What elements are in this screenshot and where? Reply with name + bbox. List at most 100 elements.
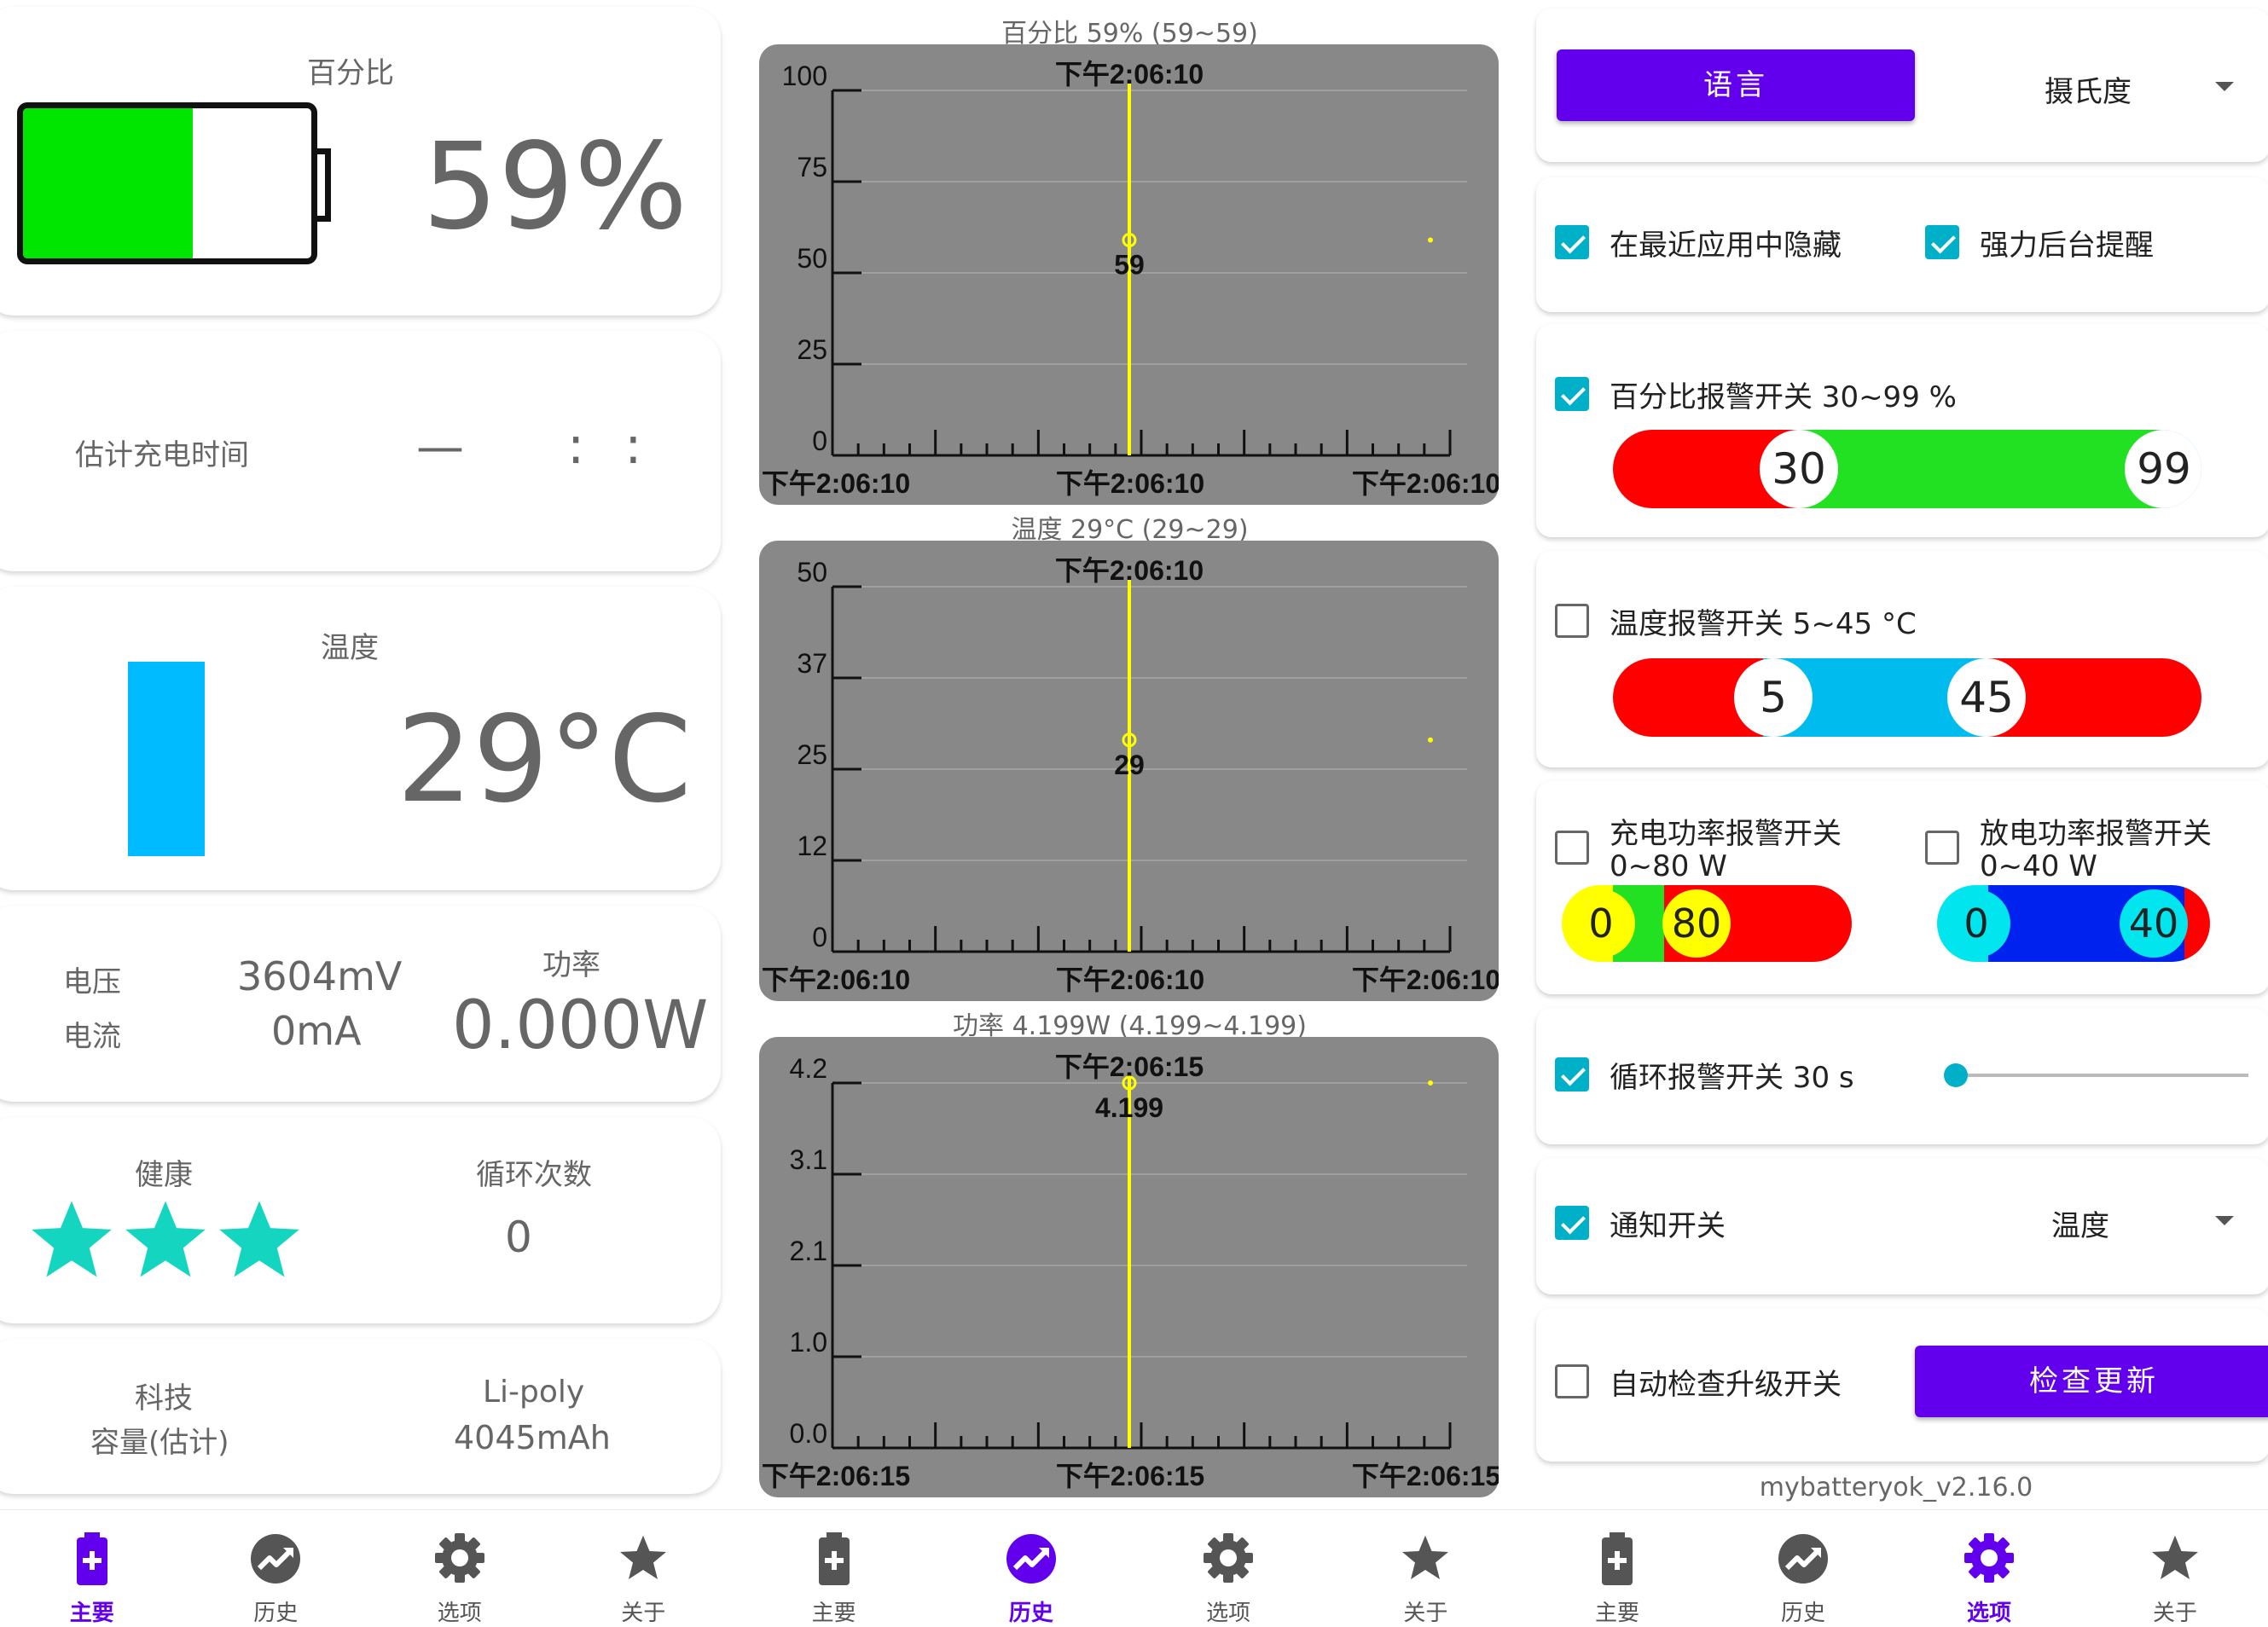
nav-label: 选项 [1966,1601,2011,1626]
tech-value: Li-poly [483,1375,585,1410]
nav-label: 关于 [621,1601,666,1626]
temp-max-handle[interactable]: 45 [1947,658,2026,737]
loop-slider-handle[interactable] [1944,1063,1968,1087]
voltage-value: 3604mV [237,953,403,999]
y-tick-label: 25 [797,334,827,365]
y-tick-label: 75 [797,152,827,182]
nav-label: 主要 [69,1601,114,1626]
loop-alarm-checkbox[interactable] [1555,1057,1589,1091]
x-tick-label: 下午2:06:10 [762,964,910,995]
charge-min-handle[interactable]: 0 [1567,889,1635,958]
language-button[interactable]: 语言 [1557,49,1915,121]
y-tick-label: 37 [797,648,827,679]
y-tick-label: 0 [812,426,827,456]
settings-screen: 语言 摄氏度 在最近应用中隐藏 强力后台提醒 百分比报警开关 30~99 % 3… [1524,0,2268,1626]
notify-label: 通知开关 [1610,1209,1726,1243]
temp-range-slider[interactable]: 5 45 [1613,658,2201,737]
percent-alarm-checkbox[interactable] [1555,377,1589,411]
history-chart[interactable]: 4.2 3.1 2.1 1.0 0.0 下午2:06:15 下午2:06:15 下午2:06:… [759,1037,1499,1497]
loop-alarm-label: 循环报警开关 30 s [1610,1061,1854,1095]
temp-alarm-checkbox[interactable] [1555,604,1589,638]
charge-range-slider[interactable]: 0 80 [1562,885,1852,962]
nav-label: 历史 [253,1601,299,1626]
y-tick-label: 1.0 [790,1327,827,1358]
data-value-label: 4.199 [1095,1092,1163,1123]
temp-min-handle[interactable]: 5 [1734,658,1813,737]
history-screen: 百分比 59% (59~59) 100 75 50 25 0 下午2:06:10 下午2:06… [735,0,1524,1626]
eta-time: : : [567,416,654,476]
nav-item-star[interactable]: 关于 [552,1510,736,1626]
percent-value: 59% [422,118,688,257]
data-point [1122,1075,1137,1091]
health-star-icon [121,1196,210,1288]
power-label: 功率 [542,948,600,982]
voltage-label: 电压 [63,965,121,999]
history-chart[interactable]: 100 75 50 25 0 下午2:06:10 下午2:06:10 下午2:06:10 下午2… [759,44,1499,505]
auto-update-checkbox[interactable] [1555,1364,1589,1398]
nav-item-star[interactable]: 关于 [1327,1510,1524,1626]
charge-power-checkbox[interactable] [1555,831,1589,865]
eta-hours: — [416,420,464,475]
hide-recent-checkbox[interactable] [1555,225,1589,259]
y-tick-label: 12 [797,831,827,861]
nav-item-history-chart[interactable]: 历史 [184,1510,368,1626]
health-card: 健康 循环次数 0 [0,1117,721,1323]
language-card: 语言 摄氏度 [1536,9,2268,162]
x-tick-label: 下午2:06:15 [1352,1461,1499,1491]
notify-card: 通知开关 温度 [1536,1158,2268,1294]
percent-max-handle[interactable]: 99 [2125,430,2201,508]
nav-item-battery[interactable]: 主要 [0,1510,184,1626]
discharge-power-checkbox[interactable] [1925,831,1959,865]
temp-alarm-card: 温度报警开关 5~45 °C 5 45 [1536,551,2268,767]
tech-card: 科技 容量(估计) Li-poly 4045mAh [0,1339,721,1494]
health-star-icon [215,1196,304,1288]
y-tick-label: 0 [812,922,827,952]
electric-card: 电压 电流 3604mV 0mA 功率 0.000W [0,906,721,1102]
discharge-max-handle[interactable]: 40 [2120,889,2188,958]
y-tick-label: 0.0 [790,1418,827,1449]
loop-slider-track[interactable] [1944,1063,2248,1087]
data-point [1122,232,1137,247]
y-tick-label: 4.2 [790,1053,827,1084]
temp-bar [128,662,205,856]
nav-item-gear[interactable]: 选项 [1130,1510,1327,1626]
nav-item-battery[interactable]: 主要 [735,1510,932,1626]
notify-type-select[interactable]: 温度 [1963,1192,2244,1264]
notify-type-value: 温度 [2051,1209,2109,1243]
y-tick-label: 100 [782,61,827,91]
percent-min-handle[interactable]: 30 [1760,430,1838,508]
percent-alarm-card: 百分比报警开关 30~99 % 30 99 [1536,324,2268,537]
notify-checkbox[interactable] [1555,1206,1589,1240]
temp-unit-select[interactable]: 摄氏度 [1963,49,2244,121]
y-tick-label: 50 [797,557,827,588]
cycles-label: 循环次数 [476,1158,592,1192]
eta-label: 估计充电时间 [75,438,249,472]
nav-item-history-chart[interactable]: 历史 [932,1510,1129,1626]
discharge-min-handle[interactable]: 0 [1942,889,2010,958]
nav-item-star[interactable]: 关于 [2082,1510,2268,1626]
percent-alarm-label: 百分比报警开关 30~99 % [1610,380,1957,414]
auto-update-label: 自动检查升级开关 [1610,1368,1842,1402]
discharge-range-slider[interactable]: 0 40 [1937,885,2210,962]
nav-item-battery[interactable]: 主要 [1524,1510,1710,1626]
force-bg-checkbox[interactable] [1925,225,1959,259]
bottom-nav: 主要 历史 选项 关于 [1524,1509,2268,1626]
data-point [1122,732,1137,748]
history-chart[interactable]: 50 37 25 12 0 下午2:06:10 下午2:06:10 下午2:06:10 下午2:… [759,541,1499,1001]
nav-item-gear[interactable]: 选项 [368,1510,552,1626]
check-update-button[interactable]: 检查更新 [1915,1346,2268,1417]
charge-max-handle[interactable]: 80 [1662,889,1731,958]
current-label: 电流 [63,1020,121,1054]
power-value: 0.000W [452,987,709,1064]
y-tick-label: 50 [797,243,827,274]
x-tick-label: 下午2:06:10 [762,468,910,499]
y-tick-label: 3.1 [790,1144,827,1175]
nav-item-gear[interactable]: 选项 [1896,1510,2082,1626]
data-point-end [1428,737,1433,743]
percent-range-slider[interactable]: 30 99 [1613,430,2201,508]
capacity-label: 容量(估计) [90,1426,229,1460]
update-card: 自动检查升级开关 检查更新 [1536,1308,2268,1462]
nav-item-history-chart[interactable]: 历史 [1710,1510,1896,1626]
x-tick-label: 下午2:06:15 [1056,1461,1204,1491]
tech-label: 科技 [135,1381,193,1416]
